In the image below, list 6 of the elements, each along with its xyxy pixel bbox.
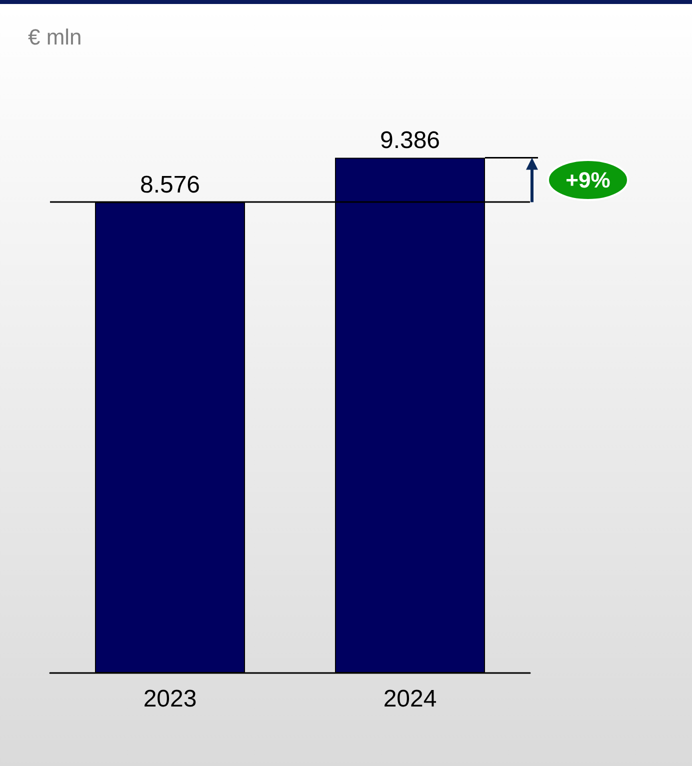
x-tick-label: 2024 xyxy=(383,686,437,712)
x-tick-label: 2023 xyxy=(143,686,197,712)
data-label: 9.386 xyxy=(380,127,440,154)
text: +9% xyxy=(566,167,610,192)
data-label: 8.576 xyxy=(140,172,200,199)
y-axis-title: € mln xyxy=(28,24,82,50)
